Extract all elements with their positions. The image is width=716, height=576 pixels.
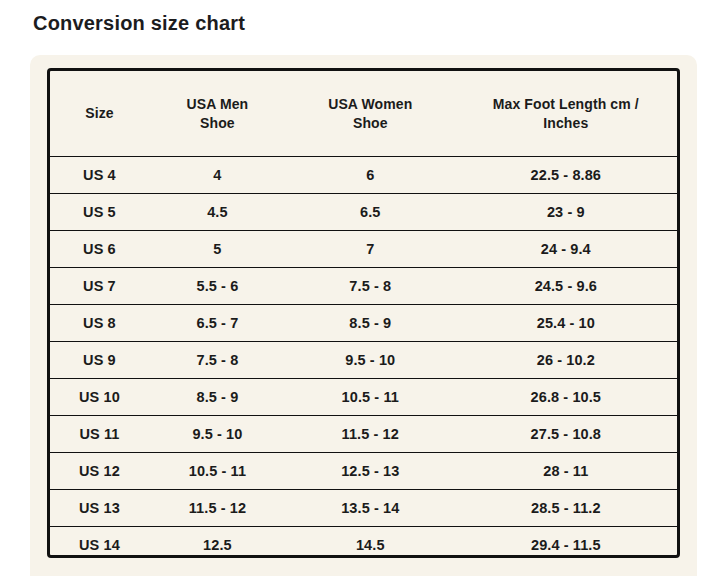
cell-foot-length: 26.8 - 10.5: [455, 379, 677, 416]
table-row: US 14 12.5 14.5 29.4 - 11.5: [50, 527, 677, 559]
cell-foot-length: 24 - 9.4: [455, 231, 677, 268]
cell-usa-men: 6.5 - 7: [149, 305, 286, 342]
table-row: US 5 4.5 6.5 23 - 9: [50, 194, 677, 231]
cell-usa-men: 4.5: [149, 194, 286, 231]
table-row: US 11 9.5 - 10 11.5 - 12 27.5 - 10.8: [50, 416, 677, 453]
cell-foot-length: 28 - 11: [455, 453, 677, 490]
cell-usa-men: 5.5 - 6: [149, 268, 286, 305]
cell-foot-length: 28.5 - 11.2: [455, 490, 677, 527]
size-chart-table-frame: Size USA Men Shoe USA Women Shoe Max Foo…: [47, 68, 680, 558]
cell-size: US 14: [50, 527, 149, 559]
cell-size: US 4: [50, 157, 149, 194]
col-header-usa-women-shoe: USA Women Shoe: [286, 71, 455, 157]
table-row: US 12 10.5 - 11 12.5 - 13 28 - 11: [50, 453, 677, 490]
cell-usa-women: 8.5 - 9: [286, 305, 455, 342]
cell-size: US 13: [50, 490, 149, 527]
cell-usa-women: 9.5 - 10: [286, 342, 455, 379]
cell-size: US 6: [50, 231, 149, 268]
col-header-size: Size: [50, 71, 149, 157]
cell-usa-women: 12.5 - 13: [286, 453, 455, 490]
cell-usa-women: 13.5 - 14: [286, 490, 455, 527]
cell-size: US 11: [50, 416, 149, 453]
cell-foot-length: 26 - 10.2: [455, 342, 677, 379]
size-chart-panel: Size USA Men Shoe USA Women Shoe Max Foo…: [30, 55, 697, 576]
cell-usa-women: 7.5 - 8: [286, 268, 455, 305]
cell-foot-length: 29.4 - 11.5: [455, 527, 677, 559]
cell-usa-women: 6.5: [286, 194, 455, 231]
cell-usa-men: 9.5 - 10: [149, 416, 286, 453]
cell-size: US 9: [50, 342, 149, 379]
table-row: US 6 5 7 24 - 9.4: [50, 231, 677, 268]
cell-usa-men: 5: [149, 231, 286, 268]
cell-usa-women: 10.5 - 11: [286, 379, 455, 416]
cell-foot-length: 23 - 9: [455, 194, 677, 231]
cell-usa-men: 8.5 - 9: [149, 379, 286, 416]
cell-usa-women: 7: [286, 231, 455, 268]
table-header-row: Size USA Men Shoe USA Women Shoe Max Foo…: [50, 71, 677, 157]
cell-size: US 12: [50, 453, 149, 490]
cell-usa-men: 12.5: [149, 527, 286, 559]
cell-usa-men: 10.5 - 11: [149, 453, 286, 490]
table-row: US 10 8.5 - 9 10.5 - 11 26.8 - 10.5: [50, 379, 677, 416]
table-row: US 13 11.5 - 12 13.5 - 14 28.5 - 11.2: [50, 490, 677, 527]
page-title: Conversion size chart: [33, 12, 245, 35]
table-row: US 9 7.5 - 8 9.5 - 10 26 - 10.2: [50, 342, 677, 379]
cell-usa-men: 4: [149, 157, 286, 194]
cell-usa-women: 6: [286, 157, 455, 194]
table-row: US 7 5.5 - 6 7.5 - 8 24.5 - 9.6: [50, 268, 677, 305]
cell-usa-women: 11.5 - 12: [286, 416, 455, 453]
col-header-max-foot-length: Max Foot Length cm / Inches: [455, 71, 677, 157]
col-header-usa-men-shoe: USA Men Shoe: [149, 71, 286, 157]
cell-foot-length: 25.4 - 10: [455, 305, 677, 342]
cell-size: US 8: [50, 305, 149, 342]
cell-foot-length: 22.5 - 8.86: [455, 157, 677, 194]
cell-usa-women: 14.5: [286, 527, 455, 559]
cell-size: US 5: [50, 194, 149, 231]
size-chart-table: Size USA Men Shoe USA Women Shoe Max Foo…: [50, 71, 677, 558]
table-row: US 8 6.5 - 7 8.5 - 9 25.4 - 10: [50, 305, 677, 342]
cell-foot-length: 27.5 - 10.8: [455, 416, 677, 453]
cell-size: US 10: [50, 379, 149, 416]
cell-usa-men: 7.5 - 8: [149, 342, 286, 379]
cell-usa-men: 11.5 - 12: [149, 490, 286, 527]
cell-size: US 7: [50, 268, 149, 305]
table-row: US 4 4 6 22.5 - 8.86: [50, 157, 677, 194]
cell-foot-length: 24.5 - 9.6: [455, 268, 677, 305]
